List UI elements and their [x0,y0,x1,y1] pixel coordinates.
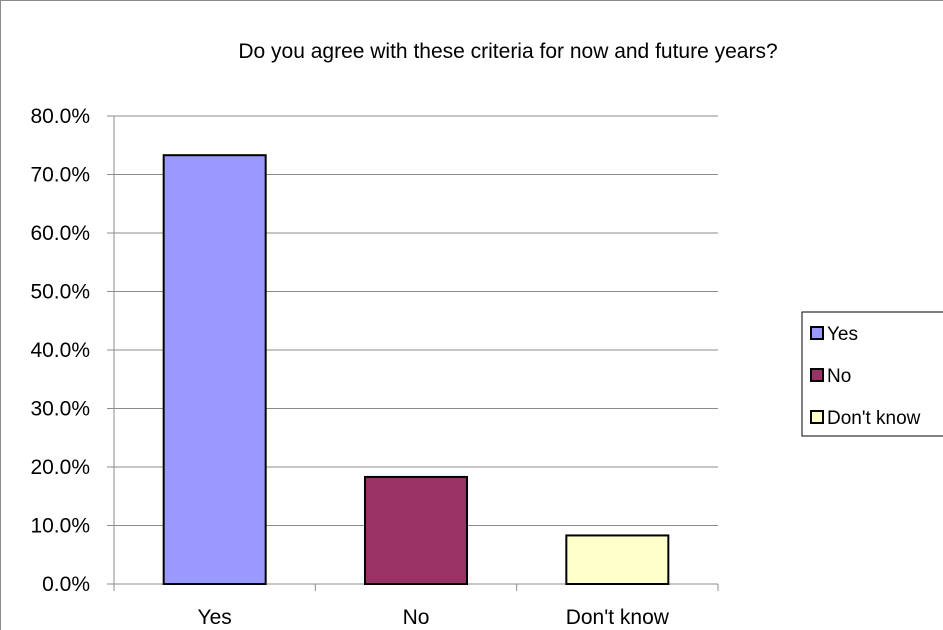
legend-swatch [810,410,824,424]
x-tick-label: Yes [198,606,232,629]
bar-yes [162,154,267,585]
bar-don-t-know [565,534,670,586]
y-tick-label: 50.0% [30,281,90,304]
x-tick-label: No [403,606,430,629]
legend: Yes No Don't know [801,311,943,437]
chart-title: Do you agree with these criteria for now… [238,40,777,63]
axis-labels: 0.0% 10.0% 20.0% 30.0% 40.0% 50.0% 60.0% 70.0% 8… [30,105,669,629]
legend-label: No [827,366,851,387]
legend-label: Yes [827,324,858,345]
y-tick-label: 20.0% [30,456,90,479]
bars [162,154,670,586]
y-tick-label: 70.0% [30,164,90,187]
bar-no [364,475,468,586]
y-tick-label: 80.0% [30,105,90,128]
y-tick-label: 60.0% [30,222,90,245]
y-tick-label: 0.0% [42,573,90,596]
legend-box [801,311,943,437]
y-tick-label: 40.0% [30,339,90,362]
y-tick-label: 30.0% [30,398,90,421]
legend-swatch [810,326,824,340]
legend-label: Don't know [827,408,921,429]
x-tick-label: Don't know [566,606,670,629]
legend-swatch [810,368,824,382]
y-tick-label: 10.0% [30,515,90,538]
